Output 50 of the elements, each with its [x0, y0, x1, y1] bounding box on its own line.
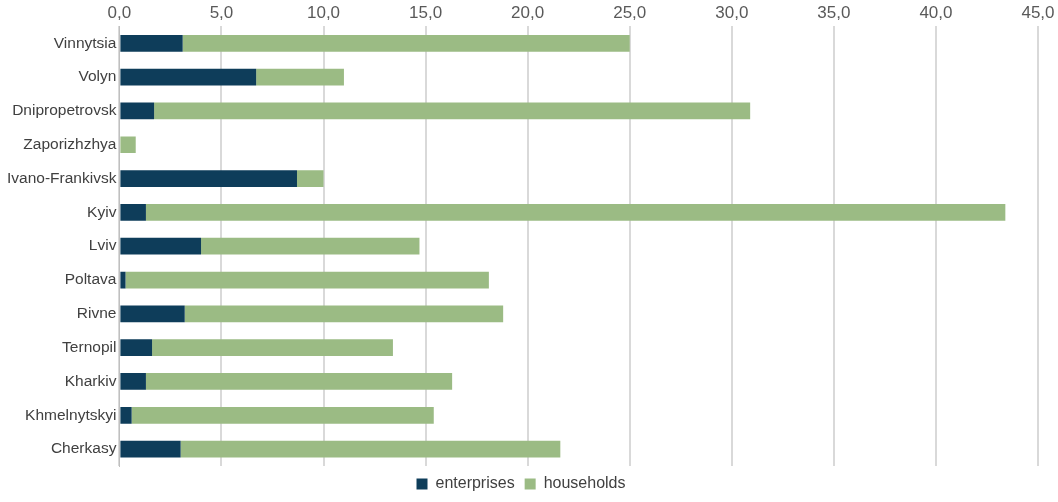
bar — [182, 34, 630, 52]
y-tick-label: Lviv — [88, 236, 117, 254]
y-tick-label: Zaporizhzhya — [23, 135, 117, 153]
x-tick-label: 20,0 — [511, 2, 545, 22]
x-tick-label: 5,0 — [209, 2, 234, 22]
bar — [120, 237, 202, 255]
bar — [256, 68, 344, 86]
bar — [120, 68, 257, 86]
y-tick-label: Rivne — [76, 304, 117, 322]
x-tick-label: 40,0 — [919, 2, 953, 22]
bar — [201, 237, 420, 255]
bar — [120, 271, 126, 289]
bar — [120, 34, 183, 52]
bar — [120, 102, 155, 120]
bar — [120, 440, 181, 458]
y-tick-label: Ivano-Frankivsk — [6, 168, 117, 186]
bar — [120, 373, 146, 390]
x-tick-label: 45,0 — [1021, 2, 1055, 22]
bar — [131, 406, 434, 424]
bar — [120, 339, 153, 357]
y-tick-label: Kharkiv — [64, 371, 117, 389]
legend-label: enterprises — [435, 474, 515, 492]
bar — [120, 170, 297, 187]
legend-label: households — [543, 474, 626, 492]
x-tick-label: 25,0 — [613, 2, 647, 22]
bar — [296, 170, 324, 187]
x-tick-label: 30,0 — [715, 2, 749, 22]
x-tick-label: 35,0 — [817, 2, 851, 22]
bar — [154, 102, 751, 120]
bar — [125, 271, 489, 289]
x-tick-label: 0,0 — [107, 2, 132, 22]
y-tick-label: Ternopil — [62, 337, 117, 355]
y-tick-label: Poltava — [64, 270, 117, 288]
bar — [184, 305, 504, 323]
y-tick-label: Vinnytsia — [53, 33, 117, 51]
y-tick-label: Khmelnytskyi — [25, 405, 117, 423]
bar — [120, 136, 136, 154]
bar — [152, 339, 393, 357]
bar — [180, 440, 561, 458]
y-tick-label: Cherkasy — [50, 439, 117, 457]
y-tick-label: Kyiv — [87, 202, 117, 220]
x-tick-label: 15,0 — [409, 2, 443, 22]
bar — [120, 204, 146, 221]
x-tick-label: 10,0 — [306, 2, 341, 22]
bar — [120, 305, 185, 323]
y-tick-label: Dnipropetrovsk — [12, 101, 117, 119]
bar — [145, 373, 453, 390]
y-tick-label: Volyn — [78, 67, 117, 85]
bar — [145, 204, 1006, 221]
bar — [120, 406, 132, 424]
